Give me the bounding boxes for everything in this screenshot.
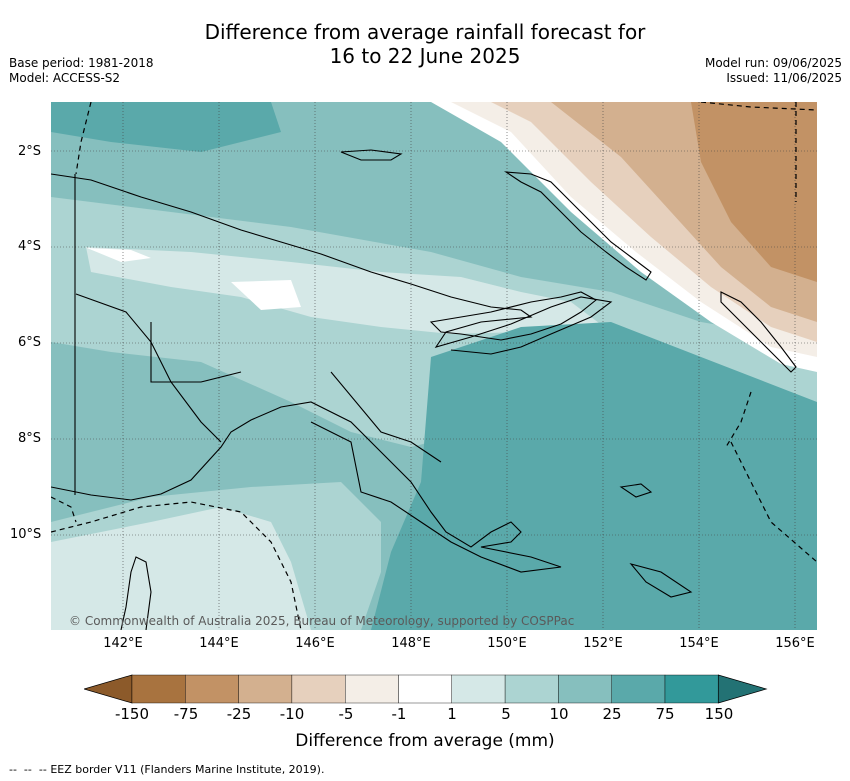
lon-tick-148e: 148°E (391, 636, 431, 651)
neutral-patch (87, 248, 151, 262)
band-25-75 (371, 322, 817, 630)
eez-note: EEZ border V11 (Flanders Marine Institut… (50, 763, 325, 776)
colorbar (84, 674, 768, 704)
colorbar-segment (345, 674, 399, 704)
colorbar-segment (185, 674, 239, 704)
cb-label-1: -75 (173, 705, 199, 723)
title-line-1: Difference from average rainfall forecas… (204, 20, 646, 44)
model-name: Model: ACCESS-S2 (9, 71, 121, 85)
lat-tick-6s: 6°S (18, 335, 42, 350)
base-period: Base period: 1981-2018 (9, 56, 154, 70)
cb-label-6: 1 (447, 705, 457, 723)
model-run: Model run: 09/06/2025 (704, 56, 842, 70)
lon-tick-154e: 154°E (679, 636, 719, 651)
lat-tick-2s: 2°S (18, 144, 42, 159)
meta-left: Base period: 1981-2018 Model: ACCESS-S2 (9, 56, 154, 86)
lon-tick-146e: 146°E (295, 636, 335, 651)
lon-tick-156e: 156°E (775, 636, 815, 651)
eez-legend: -- -- -- EEZ border V11 (Flanders Marine… (9, 763, 324, 776)
cb-label-8: 10 (549, 705, 569, 723)
cb-label-3: -10 (279, 705, 305, 723)
lon-tick-152e: 152°E (583, 636, 623, 651)
neutral-patch-2 (231, 280, 301, 310)
colorbar-segment (664, 674, 719, 704)
cb-label-4: -5 (338, 705, 354, 723)
colorbar-segment (611, 674, 666, 704)
map-title: Difference from average rainfall forecas… (0, 20, 850, 68)
band-25-75-north (51, 102, 281, 152)
cb-label-10: 75 (655, 705, 675, 723)
band-1-5 (86, 247, 611, 337)
colorbar-segment (558, 674, 612, 704)
cb-label-7: 5 (501, 705, 511, 723)
title-line-2: 16 to 22 June 2025 (329, 44, 521, 68)
issued-date: Issued: 11/06/2025 (726, 71, 842, 85)
band-1-5-south (51, 507, 311, 630)
eez-borders (51, 102, 817, 630)
lat-tick-8s: 8°S (18, 431, 42, 446)
coastlines (51, 149, 797, 630)
eez-dash-symbol: -- -- -- (9, 763, 51, 776)
lon-tick-144e: 144°E (199, 636, 239, 651)
colorbar-segment (398, 674, 452, 704)
colorbar-title: Difference from average (mm) (295, 731, 555, 751)
cb-label-5: -1 (391, 705, 407, 723)
grid-lines (51, 102, 817, 630)
lon-tick-150e: 150°E (487, 636, 527, 651)
colorbar-segment (504, 674, 559, 704)
copyright-notice: © Commonwealth of Australia 2025, Bureau… (69, 614, 575, 628)
lat-tick-4s: 4°S (18, 239, 42, 254)
colorbar-segment (291, 674, 346, 704)
meta-right: Model run: 09/06/2025 Issued: 11/06/2025 (705, 56, 842, 86)
colorbar-segment (238, 674, 293, 704)
dry-band-4 (691, 102, 817, 282)
colorbar-arrow-high (717, 674, 768, 704)
cb-label-0: -150 (114, 705, 150, 723)
lat-tick-10s: 10°S (10, 527, 42, 542)
cb-label-2: -25 (226, 705, 252, 723)
rainfall-map (51, 102, 817, 630)
colorbar-segment (451, 674, 506, 704)
colorbar-arrow-low (84, 674, 133, 704)
cb-label-9: 25 (602, 705, 622, 723)
colorbar-segment (131, 674, 186, 704)
lon-tick-142e: 142°E (103, 636, 143, 651)
cb-label-11: 150 (704, 705, 734, 723)
